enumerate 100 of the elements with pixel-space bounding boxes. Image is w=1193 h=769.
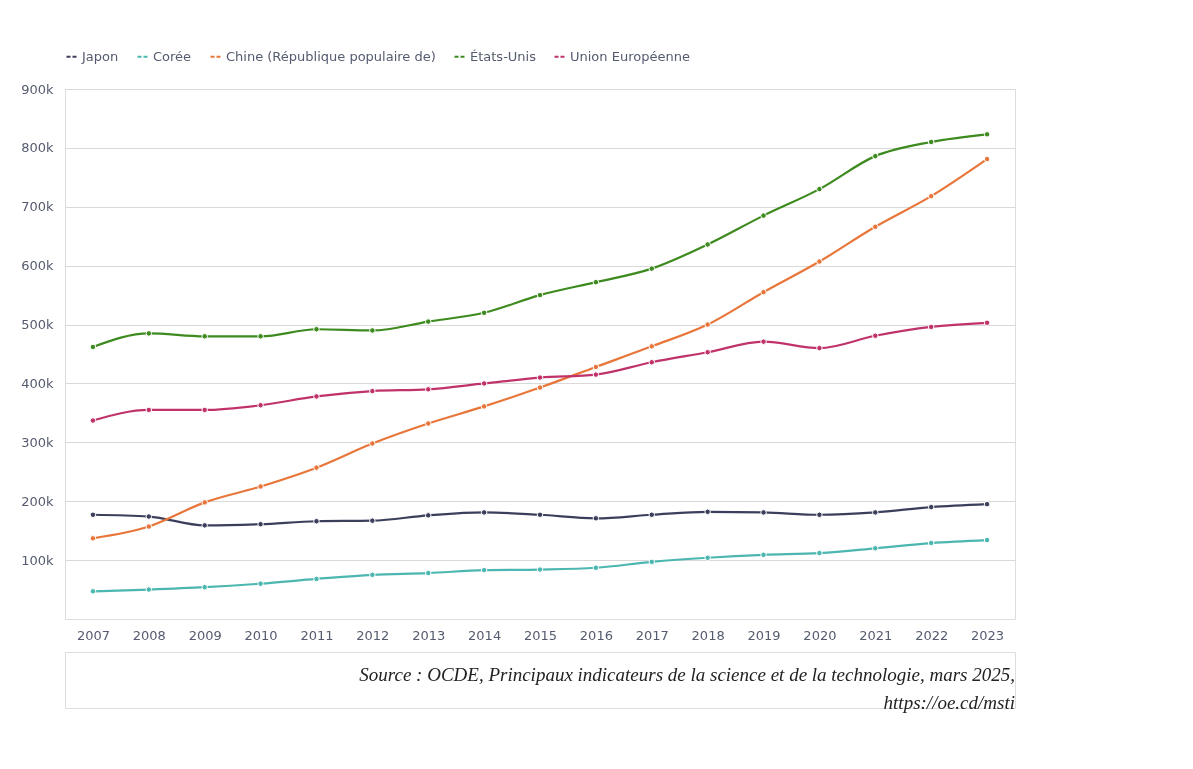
x-tick-label: 2022 (915, 627, 949, 643)
point (89, 535, 97, 542)
point (145, 523, 153, 530)
point (592, 363, 600, 371)
x-tick-label: 2010 (244, 627, 278, 643)
point (816, 344, 823, 352)
point (536, 384, 544, 391)
point (89, 417, 97, 424)
point (648, 359, 655, 366)
point (536, 374, 544, 381)
point (872, 152, 879, 160)
point (313, 393, 320, 400)
point (201, 333, 208, 340)
point (760, 551, 767, 559)
point (816, 185, 823, 193)
point (816, 549, 823, 557)
point (369, 387, 376, 395)
x-tick-label: 2020 (803, 627, 837, 643)
point (369, 517, 376, 524)
point (927, 323, 935, 331)
point (536, 291, 544, 299)
point (704, 349, 711, 356)
x-tick-label: 2013 (412, 627, 446, 643)
point (480, 566, 488, 574)
x-tick-label: 2021 (859, 627, 893, 643)
point (257, 580, 264, 587)
point (369, 327, 376, 334)
point (201, 522, 208, 529)
point (592, 278, 600, 286)
y-tick-label: 800k (21, 140, 54, 156)
point (592, 371, 600, 378)
x-tick-label: 2007 (76, 627, 110, 643)
y-tick-label: 400k (21, 375, 54, 391)
point (313, 575, 320, 583)
point (760, 509, 767, 516)
point (145, 330, 153, 337)
legend-label: États-Unis (470, 48, 537, 64)
point (480, 403, 488, 410)
point (983, 131, 991, 138)
point (201, 499, 208, 506)
point (592, 564, 600, 571)
point (145, 513, 153, 520)
point (704, 554, 711, 561)
y-tick-label: 700k (21, 199, 54, 215)
y-tick-label: 900k (21, 81, 54, 97)
x-tick-label: 2019 (747, 627, 781, 643)
text: https://oe.cd/msti (883, 692, 1015, 713)
point (760, 212, 767, 219)
x-tick-label: 2014 (468, 627, 502, 643)
legend-label: Japon (81, 48, 119, 64)
y-tick-label: 600k (21, 258, 54, 274)
x-tick-label: 2009 (188, 627, 222, 643)
x-tick-label: 2016 (579, 627, 613, 643)
point (201, 406, 208, 414)
point (872, 509, 879, 516)
point (592, 515, 600, 522)
point (313, 464, 320, 471)
point (89, 588, 97, 595)
point (201, 583, 208, 591)
point (704, 321, 711, 328)
x-tick-label: 2008 (132, 627, 166, 643)
point (425, 512, 432, 519)
point (425, 318, 432, 325)
x-tick-label: 2012 (356, 627, 390, 643)
point (648, 265, 655, 272)
legend-label: Corée (153, 48, 192, 64)
point (425, 420, 432, 427)
point (983, 319, 991, 327)
y-tick-label: 500k (21, 317, 54, 333)
point (704, 508, 711, 516)
x-tick-label: 2015 (523, 627, 558, 643)
point (257, 483, 264, 490)
point (816, 511, 823, 518)
legend-label: Union Européenne (570, 48, 690, 64)
y-tick-label: 200k (21, 493, 54, 509)
point (425, 386, 432, 393)
point (927, 503, 935, 511)
point (927, 138, 935, 146)
point (648, 343, 655, 350)
point (760, 288, 767, 296)
point (648, 558, 655, 566)
point (536, 511, 544, 518)
point (760, 338, 767, 345)
x-tick-label: 2023 (971, 627, 1005, 643)
point (89, 511, 97, 518)
point (425, 569, 432, 577)
point (145, 586, 153, 593)
point (480, 380, 488, 387)
point (480, 309, 488, 317)
point (257, 333, 264, 340)
legend-label: Chine (République populaire de) (226, 48, 436, 64)
point (816, 258, 823, 265)
point (704, 241, 711, 248)
point (536, 566, 544, 573)
point (648, 511, 655, 518)
x-tick-label: 2018 (691, 627, 725, 643)
point (257, 520, 264, 528)
x-tick-label: 2011 (300, 627, 334, 643)
point (480, 509, 488, 516)
point (369, 440, 376, 447)
